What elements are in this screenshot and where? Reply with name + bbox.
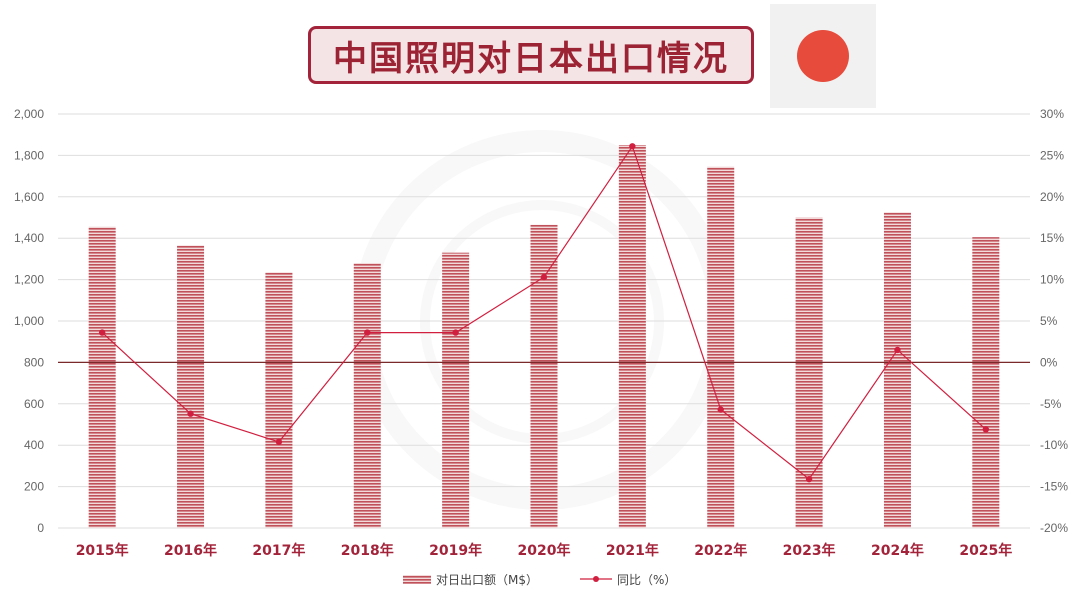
left-tick-label: 1,600 bbox=[14, 190, 44, 204]
x-tick-label: 2021年 bbox=[606, 542, 659, 559]
legend-line-marker bbox=[593, 576, 599, 582]
x-tick-label: 2020年 bbox=[518, 542, 571, 559]
left-tick-label: 1,400 bbox=[14, 231, 44, 245]
right-tick-label: 20% bbox=[1040, 190, 1064, 204]
left-tick-label: 1,000 bbox=[14, 314, 44, 328]
legend-bar-swatch bbox=[403, 575, 431, 584]
left-tick-label: 1,800 bbox=[14, 148, 44, 162]
x-tick-label: 2017年 bbox=[252, 542, 305, 559]
bar bbox=[265, 272, 293, 528]
right-tick-label: -15% bbox=[1040, 480, 1068, 494]
legend-bar-label: 对日出口额（M$） bbox=[436, 573, 538, 587]
right-axis-ticks: -20% -15% -10% -5% 0% 5% 10% 15% 20% 25% 30% bbox=[1040, 107, 1068, 535]
line-point bbox=[98, 329, 106, 336]
line-point bbox=[717, 406, 724, 413]
line-point bbox=[894, 346, 901, 354]
line-point bbox=[275, 438, 283, 446]
legend-line-label: 同比（%） bbox=[617, 573, 676, 587]
line-point bbox=[540, 273, 548, 281]
japan-flag-icon bbox=[770, 4, 876, 108]
bar bbox=[88, 226, 116, 528]
left-axis-ticks: 0 200 400 600 800 1,000 1,200 1,400 1,600 1,800 2,… bbox=[14, 107, 44, 535]
bar bbox=[883, 212, 911, 528]
line-point bbox=[629, 143, 636, 150]
chart-title: 中国照明对日本出口情况 bbox=[333, 38, 729, 79]
bar bbox=[177, 245, 205, 528]
bar bbox=[707, 166, 735, 528]
line-point bbox=[805, 475, 813, 483]
right-tick-label: 25% bbox=[1040, 148, 1064, 162]
x-tick-label: 2015年 bbox=[76, 542, 129, 559]
x-tick-label: 2019年 bbox=[429, 542, 482, 559]
left-tick-label: 2,000 bbox=[14, 107, 44, 121]
left-tick-label: 200 bbox=[24, 480, 44, 494]
bar bbox=[530, 224, 558, 528]
x-tick-label: 2022年 bbox=[694, 542, 747, 559]
right-tick-label: 10% bbox=[1040, 273, 1064, 287]
x-tick-label: 2016年 bbox=[164, 542, 217, 559]
x-tick-label: 2023年 bbox=[783, 542, 836, 559]
bar bbox=[353, 263, 381, 528]
x-tick-label: 2018年 bbox=[341, 542, 394, 559]
x-tick-label: 2024年 bbox=[871, 542, 924, 559]
flag-sun-icon bbox=[797, 30, 849, 82]
bar-series bbox=[88, 145, 1000, 529]
line-point bbox=[982, 426, 990, 433]
line-series bbox=[98, 143, 990, 483]
x-axis-ticks: 2015年 2016年 2017年 2018年 2019年 2020年 2021年 2022年… bbox=[76, 542, 1013, 559]
x-tick-label: 2025年 bbox=[959, 542, 1012, 559]
left-tick-label: 800 bbox=[24, 355, 44, 369]
left-tick-label: 600 bbox=[24, 397, 44, 411]
chart-title-box: 中国照明对日本出口情况 bbox=[308, 26, 754, 84]
right-tick-label: 15% bbox=[1040, 231, 1064, 245]
line-point bbox=[187, 410, 194, 417]
legend-item-bar: 对日出口额（M$） bbox=[403, 573, 538, 587]
left-tick-label: 1,200 bbox=[14, 273, 44, 287]
legend-item-line: 同比（%） bbox=[580, 573, 676, 587]
line-point bbox=[364, 329, 371, 336]
legend: 对日出口额（M$） 同比（%） bbox=[403, 573, 676, 587]
right-tick-label: -10% bbox=[1040, 438, 1068, 452]
bar bbox=[972, 237, 1000, 529]
right-tick-label: 5% bbox=[1040, 314, 1058, 328]
right-tick-label: -20% bbox=[1040, 521, 1068, 535]
left-tick-label: 400 bbox=[24, 438, 44, 452]
line-point bbox=[452, 329, 459, 336]
right-tick-label: 30% bbox=[1040, 107, 1064, 121]
bar bbox=[442, 252, 470, 528]
left-tick-label: 0 bbox=[37, 521, 44, 535]
right-tick-label: -5% bbox=[1040, 397, 1062, 411]
bar bbox=[618, 145, 646, 529]
right-tick-label: 0% bbox=[1040, 355, 1058, 369]
